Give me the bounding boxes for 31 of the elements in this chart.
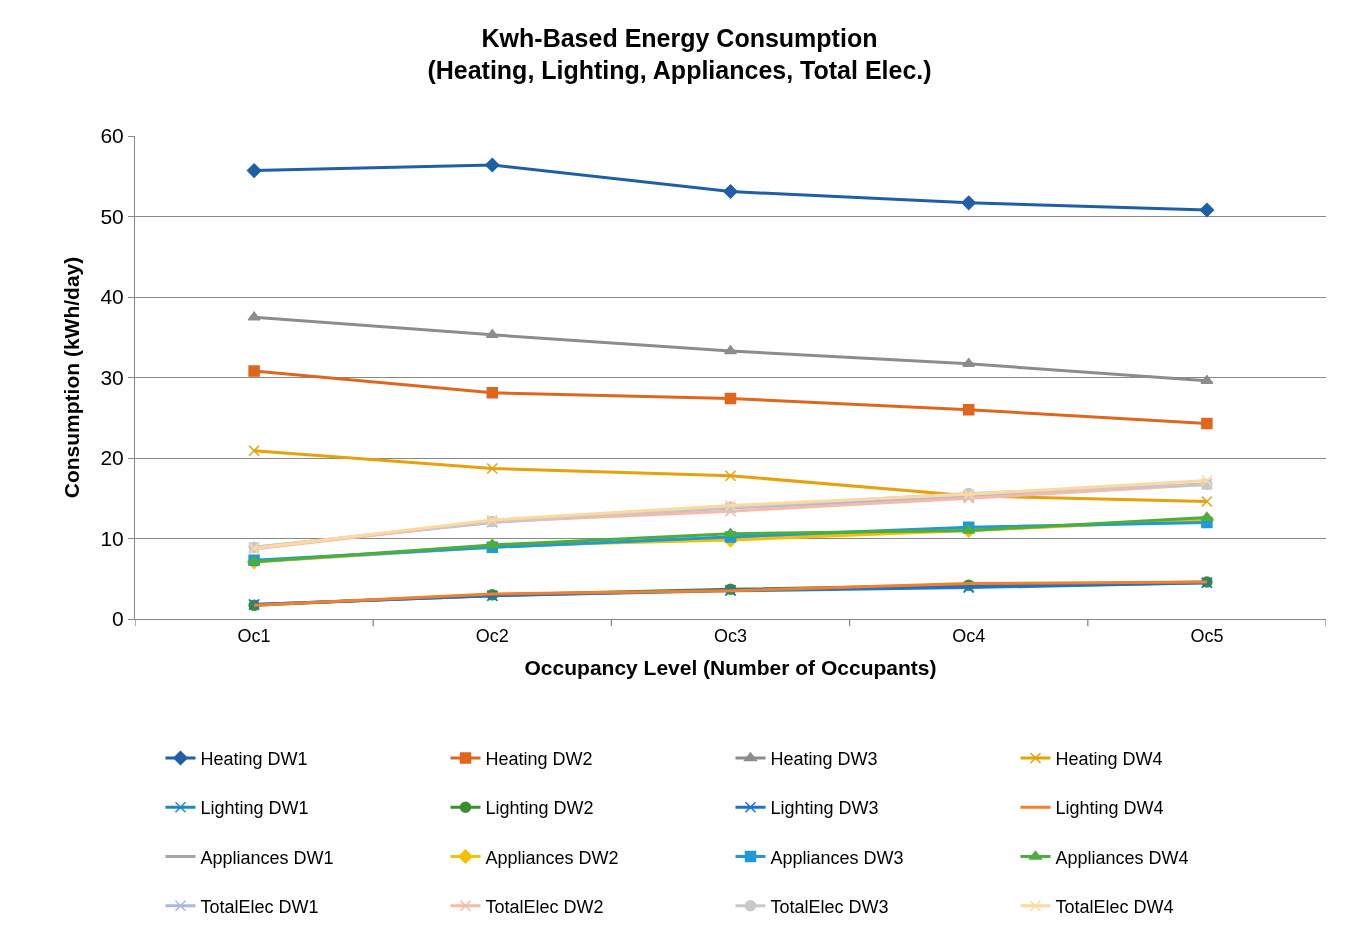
y-tick-label: 60 — [100, 124, 124, 148]
legend-label: Heating DW1 — [200, 748, 308, 769]
legend-label: Appliances DW4 — [1055, 847, 1189, 868]
legend-label: Lighting DW3 — [770, 798, 879, 819]
legend-label: Heating DW3 — [770, 748, 878, 769]
legend-label: TotalElec DW3 — [770, 896, 889, 917]
x-tick-label: Oc4 — [952, 625, 986, 646]
x-axis-title: Occupancy Level (Number of Occupants) — [524, 655, 937, 679]
legend-label: Lighting DW4 — [1055, 798, 1164, 819]
legend-label: TotalElec DW1 — [200, 896, 319, 917]
y-tick-label: 0 — [112, 607, 124, 631]
chart-title: Kwh-Based Energy Consumption (Heating, Lighting, Appliances, Total Elec.) — [427, 23, 932, 85]
legend-label: TotalElec DW4 — [1055, 896, 1174, 917]
y-tick-label: 40 — [100, 285, 124, 309]
legend-label: Lighting DW2 — [485, 798, 594, 819]
legend-label: Heating DW2 — [485, 748, 593, 769]
y-axis-title: Consumption (kWh/day) — [59, 256, 83, 499]
x-tick-label: Oc3 — [713, 625, 748, 646]
y-tick-label: 10 — [100, 526, 124, 550]
legend-label: Lighting DW1 — [200, 798, 309, 819]
legend-label: Heating DW4 — [1055, 748, 1163, 769]
legend-label: Appliances DW1 — [200, 847, 334, 868]
x-tick-label: Oc1 — [237, 625, 271, 646]
legend-label: Appliances DW3 — [770, 847, 904, 868]
y-tick-label: 50 — [100, 204, 124, 228]
legend-label: TotalElec DW2 — [485, 896, 604, 917]
legend-label: Appliances DW2 — [485, 847, 619, 868]
x-tick-label: Oc2 — [475, 625, 509, 646]
x-tick-label: Oc5 — [1190, 625, 1224, 646]
y-tick-label: 30 — [100, 365, 124, 389]
y-tick-label: 20 — [100, 446, 124, 470]
